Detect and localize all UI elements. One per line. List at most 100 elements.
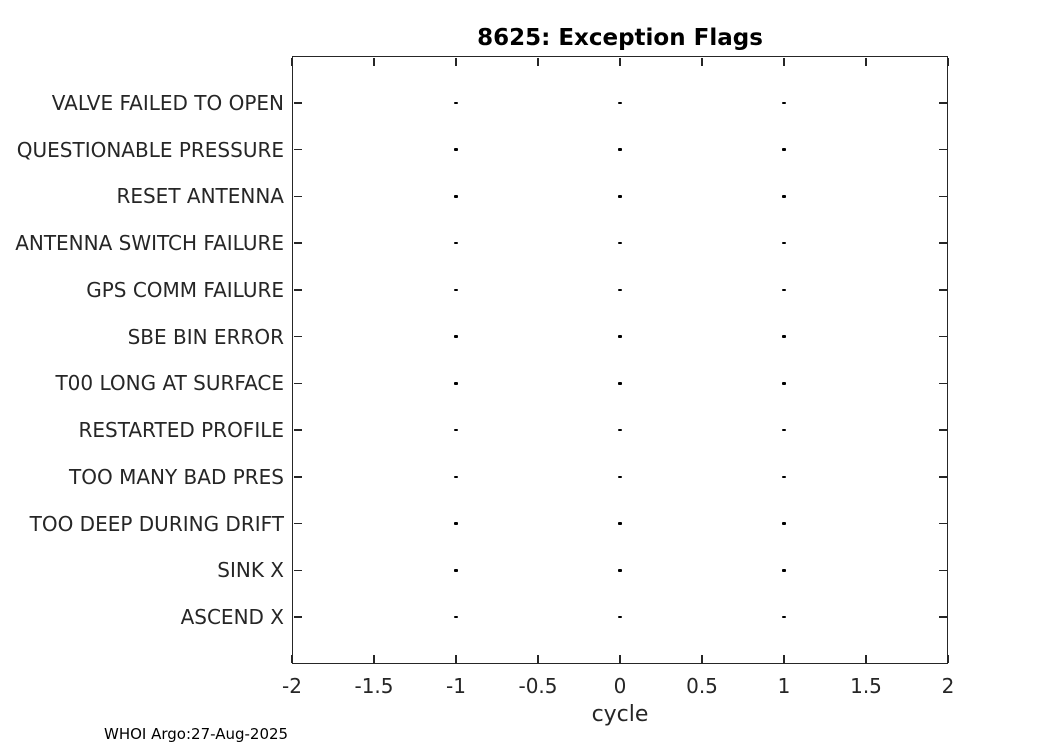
data-point-marker [454,148,458,151]
data-point-marker [454,615,458,619]
y-category-label: RESTARTED PROFILE [78,418,284,443]
data-point-marker [454,288,458,292]
y-tick-left [293,242,302,244]
x-tick-label: 0.5 [686,674,718,698]
x-tick-bottom [701,654,703,663]
y-tick-right [938,429,947,431]
y-tick-right [938,148,947,151]
data-point-marker [618,382,622,385]
x-tick-top [783,57,785,66]
y-tick-left [293,616,302,618]
x-tick-top [291,57,293,66]
y-tick-left [293,429,302,431]
data-point-marker [454,382,458,385]
data-point-marker [618,241,622,245]
x-tick-top [947,57,949,66]
y-tick-right [938,289,947,291]
y-category-label: SBE BIN ERROR [127,324,284,349]
y-tick-right [938,382,947,385]
data-point-marker [618,288,622,292]
data-point-marker [782,148,786,151]
data-point-marker [782,522,786,525]
y-tick-right [938,522,947,525]
x-tick-label: -1 [446,674,466,698]
data-point-marker [618,569,622,572]
x-tick-label: 2 [941,674,955,698]
data-point-marker [618,101,622,105]
x-tick-top [455,57,457,66]
x-tick-bottom [537,654,539,663]
y-tick-right [938,335,947,338]
y-category-label: T00 LONG AT SURFACE [55,371,284,396]
x-tick-bottom [783,654,785,663]
data-point-marker [782,241,786,245]
data-point-marker [782,288,786,292]
x-tick-label: -1.5 [354,674,394,698]
x-tick-label: 1.5 [850,674,882,698]
data-point-marker [618,615,622,619]
data-point-marker [454,428,458,432]
data-point-marker [782,382,786,385]
data-point-marker [618,428,622,432]
data-point-marker [454,241,458,245]
data-point-marker [454,195,458,198]
x-axis-label: cycle [591,702,649,727]
y-tick-right [938,569,947,572]
x-tick-top [865,57,867,66]
plot-area [292,56,948,664]
data-point-marker [782,335,786,338]
x-tick-bottom [291,654,293,663]
x-tick-bottom [619,654,621,663]
x-tick-bottom [865,654,867,663]
y-category-label: GPS COMM FAILURE [86,277,284,302]
y-tick-left [293,289,302,291]
x-tick-top [537,57,539,66]
y-category-label: QUESTIONABLE PRESSURE [16,137,284,162]
data-point-marker [782,101,786,105]
x-tick-top [373,57,375,66]
y-category-label: TOO MANY BAD PRES [69,464,284,489]
x-tick-label: 1 [777,674,791,698]
y-category-label: ANTENNA SWITCH FAILURE [15,231,284,256]
y-tick-left [293,522,302,525]
chart-title: 8625: Exception Flags [477,25,763,51]
x-tick-top [701,57,703,66]
x-tick-bottom [947,654,949,663]
y-category-label: ASCEND X [180,605,284,630]
y-tick-right [938,476,947,478]
y-tick-left [293,148,302,151]
data-point-marker [782,569,786,572]
data-point-marker [454,335,458,338]
x-tick-bottom [455,654,457,663]
data-point-marker [782,615,786,619]
y-tick-left [293,382,302,385]
y-category-label: TOO DEEP DURING DRIFT [29,511,284,536]
y-tick-right [938,102,947,104]
x-tick-label: -0.5 [518,674,558,698]
data-point-marker [454,101,458,105]
y-tick-right [938,616,947,618]
y-category-label: SINK X [217,558,284,583]
y-tick-left [293,102,302,104]
data-point-marker [618,148,622,151]
data-point-marker [454,475,458,479]
x-tick-bottom [373,654,375,663]
data-point-marker [454,569,458,572]
x-tick-label: 0 [613,674,627,698]
data-point-marker [618,522,622,525]
footer-watermark: WHOI Argo:27-Aug-2025 [104,725,289,743]
x-tick-label: -2 [282,674,302,698]
y-tick-left [293,195,302,198]
data-point-marker [782,428,786,432]
y-category-label: VALVE FAILED TO OPEN [51,90,284,115]
data-point-marker [618,195,622,198]
y-tick-right [938,242,947,244]
data-point-marker [782,195,786,198]
y-tick-left [293,569,302,572]
y-tick-left [293,476,302,478]
data-point-marker [618,335,622,338]
data-point-marker [454,522,458,525]
data-point-marker [618,475,622,479]
y-category-label: RESET ANTENNA [116,184,284,209]
